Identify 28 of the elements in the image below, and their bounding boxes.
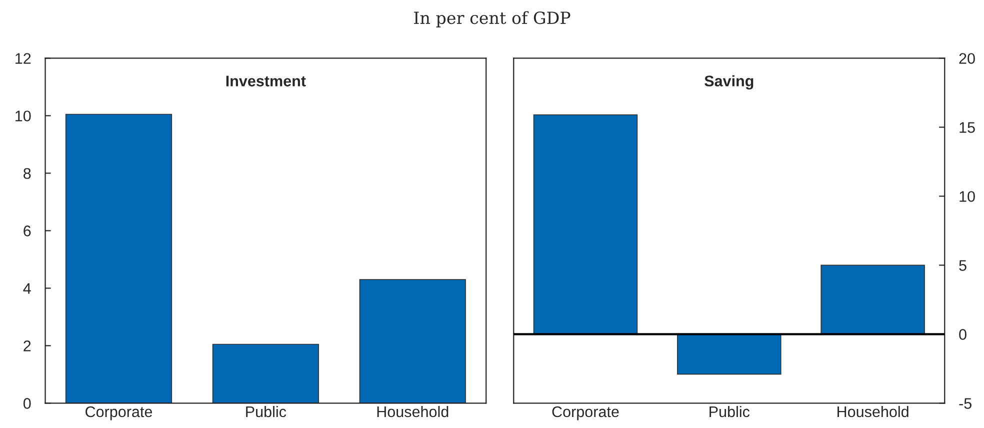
bar xyxy=(820,264,925,335)
bar xyxy=(533,114,638,335)
y-tick-label: 10 xyxy=(16,110,31,122)
text: Investment xyxy=(226,76,306,86)
bar xyxy=(212,344,319,404)
x-tick-label: Corporate xyxy=(552,406,619,420)
bar xyxy=(677,334,782,375)
y-tick-label: 6 xyxy=(24,226,31,236)
text: Saving xyxy=(704,75,754,90)
y-tick-label: 0 xyxy=(959,329,966,340)
x-tick-label: Public xyxy=(710,406,750,418)
y-tick-label: 10 xyxy=(960,191,975,202)
x-tick-label: Household xyxy=(377,406,448,418)
y-tick-label: 2 xyxy=(24,340,31,352)
chart-subtitle: In per cent of GDP xyxy=(414,11,570,28)
y-tick-label: 15 xyxy=(960,122,975,133)
x-tick-label: Corporate xyxy=(86,406,152,420)
y-tick-label: 20 xyxy=(959,53,975,64)
y-tick-label: -5 xyxy=(959,398,972,409)
y-tick-label: 12 xyxy=(16,53,31,64)
y-tick-label: 0 xyxy=(23,398,31,409)
y-tick-label: 5 xyxy=(959,260,966,271)
y-tick-label: 4 xyxy=(23,283,31,294)
y-tick-label: 8 xyxy=(24,168,31,179)
x-tick-label: Household xyxy=(838,406,908,418)
bar xyxy=(65,114,172,404)
x-tick-label: Public xyxy=(246,406,286,418)
bar xyxy=(359,279,466,404)
